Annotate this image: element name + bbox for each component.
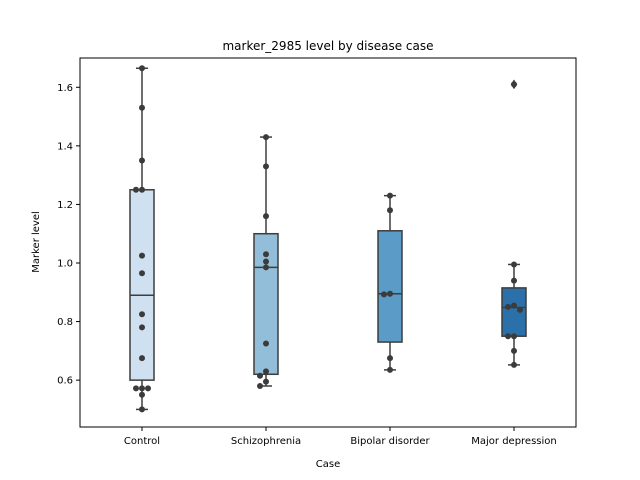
data-point-control-5 (139, 252, 145, 259)
data-point-major-depression-2 (511, 277, 517, 284)
data-point-major-depression-7 (505, 333, 511, 340)
y-tick-label-2: 1.0 (57, 259, 73, 270)
data-point-schizophrenia-9 (263, 378, 269, 385)
x-axis-label: Case (316, 459, 340, 470)
y-tick-label-4: 1.4 (57, 141, 73, 152)
data-point-control-7 (139, 311, 145, 318)
data-point-bipolar-disorder-1 (387, 207, 393, 214)
data-point-major-depression-3 (511, 302, 517, 309)
data-point-control-10 (139, 385, 145, 392)
data-point-control-14 (139, 406, 145, 413)
data-point-major-depression-0 (511, 81, 517, 88)
data-point-schizophrenia-2 (263, 213, 269, 220)
plot-area (129, 65, 527, 413)
box-bipolar-disorder (377, 230, 403, 343)
data-point-bipolar-disorder-4 (387, 355, 393, 362)
y-tick-label-1: 0.8 (57, 317, 73, 328)
box-major-depression (501, 287, 527, 337)
data-point-bipolar-disorder-0 (387, 192, 393, 199)
y-tick-label-3: 1.2 (57, 200, 73, 211)
data-point-control-8 (139, 324, 145, 331)
data-point-schizophrenia-3 (263, 251, 269, 258)
data-point-major-depression-4 (505, 303, 511, 310)
x-tick-label-major-depression: Major depression (471, 436, 557, 447)
data-point-major-depression-8 (511, 347, 517, 354)
y-axis-ticks: 0.6 0.8 1.0 1.2 1.4 1.6 (57, 83, 80, 387)
x-tick-label-bipolar-disorder: Bipolar disorder (350, 436, 430, 447)
data-point-schizophrenia-0 (263, 134, 269, 141)
data-point-major-depression-6 (511, 333, 517, 340)
box-group-control (129, 67, 155, 411)
data-point-bipolar-disorder-2 (387, 290, 393, 297)
data-point-schizophrenia-8 (257, 372, 263, 379)
chart-title: marker_2985 level by disease case (222, 39, 433, 53)
data-point-control-3 (139, 186, 145, 193)
data-point-control-9 (139, 355, 145, 362)
data-point-control-13 (139, 391, 145, 398)
data-point-major-depression-5 (517, 306, 523, 313)
data-point-major-depression-1 (511, 261, 517, 268)
data-point-schizophrenia-10 (257, 383, 263, 389)
data-point-schizophrenia-5 (263, 264, 269, 271)
data-point-control-6 (139, 270, 145, 277)
y-tick-label-0: 0.6 (57, 376, 73, 387)
data-point-bipolar-disorder-3 (381, 291, 387, 298)
data-point-control-4 (133, 186, 139, 193)
data-point-schizophrenia-1 (263, 163, 269, 170)
box-group-bipolar-disorder (377, 194, 403, 371)
data-point-bipolar-disorder-5 (387, 366, 393, 373)
x-tick-label-control: Control (124, 436, 160, 447)
box-group-major-depression (501, 79, 527, 366)
data-point-control-2 (139, 157, 145, 164)
data-point-control-1 (139, 104, 145, 111)
x-axis-ticks: Control Schizophrenia Bipolar disorder Majo… (124, 427, 557, 447)
plot-frame (79, 57, 577, 428)
data-point-control-12 (145, 385, 151, 392)
data-point-schizophrenia-6 (263, 340, 269, 347)
data-point-major-depression-9 (511, 361, 517, 368)
box-control (129, 189, 155, 381)
x-tick-label-schizophrenia: Schizophrenia (231, 436, 301, 447)
y-tick-label-5: 1.6 (57, 83, 73, 94)
data-point-schizophrenia-4 (263, 258, 269, 265)
y-axis-label: Marker level (31, 211, 42, 273)
data-point-control-11 (133, 385, 139, 392)
data-point-control-0 (139, 65, 145, 72)
data-point-schizophrenia-7 (263, 368, 269, 375)
